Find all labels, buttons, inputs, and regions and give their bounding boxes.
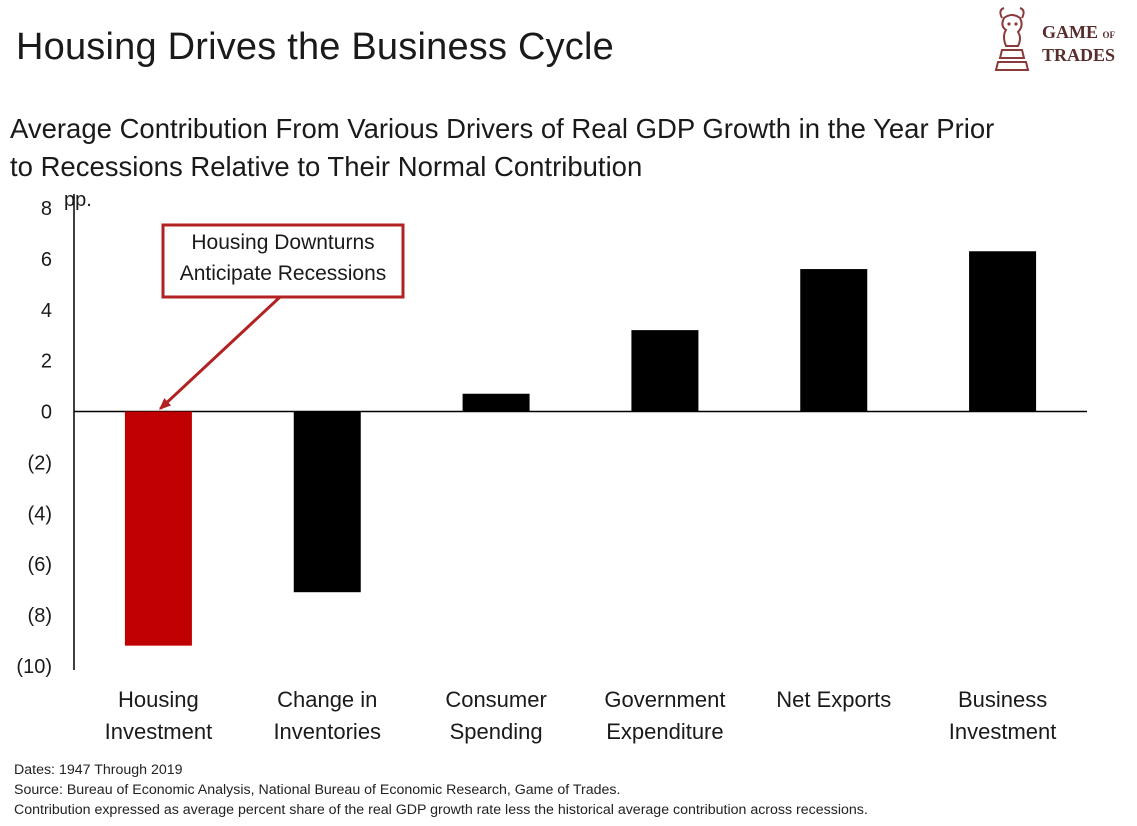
footer-source: Source: Bureau of Economic Analysis, Nat… <box>14 782 621 798</box>
bar <box>800 269 868 412</box>
x-tick-label: Business <box>958 687 1047 712</box>
annotation-box <box>161 223 405 299</box>
y-tick-label: (6) <box>28 554 52 576</box>
y-tick-label: (2) <box>28 452 52 474</box>
annotation-text: Housing Downturns <box>191 231 374 254</box>
annotation-text: Anticipate Recessions <box>180 262 387 285</box>
subtitle-line-1: Average Contribution From Various Driver… <box>10 113 995 144</box>
bar <box>462 393 530 412</box>
x-tick-label: Net Exports <box>776 687 891 712</box>
chart-subtitle: Average Contribution From Various Driver… <box>10 110 1120 186</box>
y-tick-label: 0 <box>41 402 52 424</box>
y-tick-label: (4) <box>28 503 52 525</box>
x-tick-label: Expenditure <box>606 719 723 744</box>
y-tick-label: 4 <box>41 300 52 322</box>
y-axis: 8 6 4 2 0 (2) (4) (6) (8) (10) pp. <box>16 189 1087 678</box>
y-tick-label: 6 <box>41 249 52 271</box>
x-tick-label: Government <box>604 687 725 712</box>
footer-dates: Dates: 1947 Through 2019 <box>14 762 183 778</box>
logo-wordmark: GAME OF TRADES <box>1042 22 1115 65</box>
bar <box>631 330 699 412</box>
logo-text-of: OF <box>1102 30 1116 40</box>
bars <box>124 251 1037 646</box>
x-tick-label: Investment <box>105 719 213 744</box>
bar-chart: 8 6 4 2 0 (2) (4) (6) (8) (10) pp. Housing Investme… <box>16 189 1087 744</box>
x-tick-label: Investment <box>949 719 1057 744</box>
brand-logo: GAME OF TRADES <box>992 6 1132 78</box>
logo-text-game: GAME <box>1042 22 1098 42</box>
x-axis-labels: Housing Investment Change in Inventories Con… <box>105 687 1057 744</box>
chart-footer: Dates: 1947 Through 2019 Source: Bureau … <box>14 760 868 820</box>
x-tick-label: Housing <box>118 687 199 712</box>
x-tick-label: Change in <box>277 687 377 712</box>
subtitle-line-2: to Recessions Relative to Their Normal C… <box>10 151 643 182</box>
page-title: Housing Drives the Business Cycle <box>16 26 614 68</box>
x-tick-label: Inventories <box>273 719 381 744</box>
bull-knight-chess-icon <box>994 7 1030 71</box>
x-tick-label: Consumer <box>445 687 546 712</box>
y-tick-label: (10) <box>16 656 52 678</box>
y-tick-label: 2 <box>41 351 52 373</box>
y-axis-unit-label: pp. <box>64 189 92 211</box>
footer-note: Contribution expressed as average percen… <box>14 802 868 818</box>
bar <box>293 411 361 593</box>
y-tick-label: 8 <box>41 198 52 220</box>
bar <box>969 251 1037 412</box>
bar <box>124 411 192 646</box>
annotation: Housing Downturns Anticipate Recessions <box>158 223 405 410</box>
x-tick-label: Spending <box>450 719 543 744</box>
logo-text-trades: TRADES <box>1042 45 1116 65</box>
annotation-arrow <box>158 295 282 410</box>
y-tick-label: (8) <box>28 605 52 627</box>
